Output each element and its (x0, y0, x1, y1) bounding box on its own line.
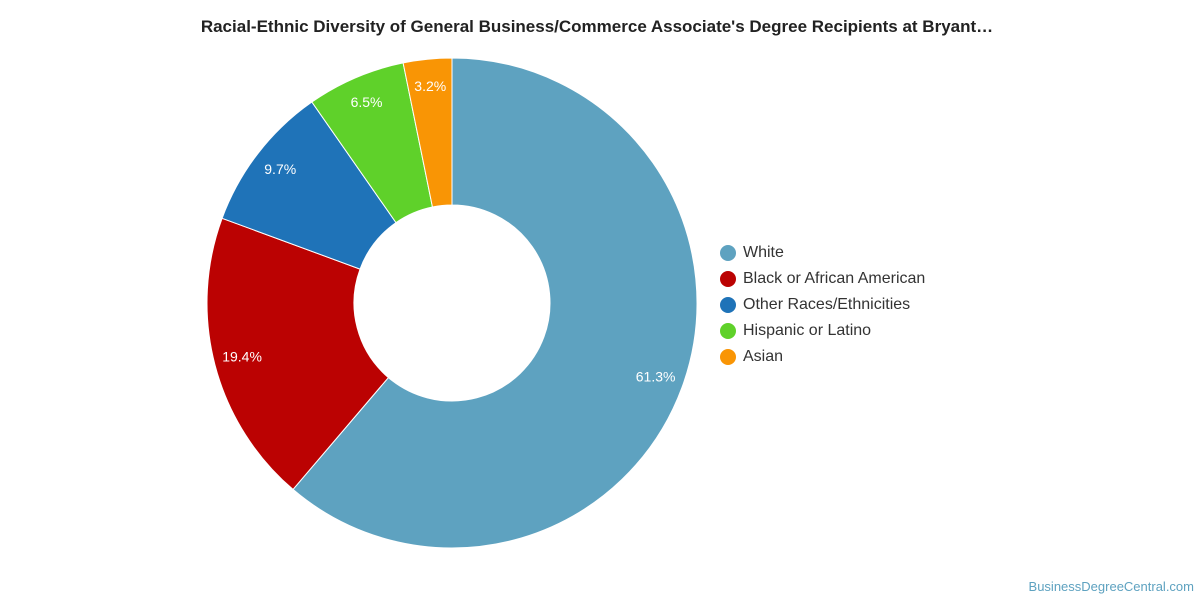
slice-label-asian: 3.2% (414, 78, 446, 94)
chart-legend: White Black or African American Other Race… (720, 240, 925, 370)
slice-asian[interactable] (402, 57, 453, 208)
slice-white[interactable] (292, 57, 698, 549)
legend-swatch (720, 297, 736, 313)
slice-label-white: 61.3% (636, 369, 676, 385)
slice-label-other-races-ethnicities: 9.7% (264, 161, 296, 177)
legend-item-white[interactable]: White (720, 240, 925, 266)
slice-label-black-or-african-american: 19.4% (222, 349, 262, 365)
slice-black-or-african-american[interactable] (206, 217, 390, 491)
legend-label: Hispanic or Latino (743, 322, 872, 339)
legend-label: White (743, 244, 784, 261)
legend-swatch (720, 323, 736, 339)
slice-label-hispanic-or-latino: 6.5% (351, 94, 383, 110)
legend-item-hispanic-or-latino[interactable]: Hispanic or Latino (720, 318, 925, 344)
chart-title: Racial-Ethnic Diversity of General Busin… (200, 17, 994, 36)
source-credit-link[interactable]: BusinessDegreeCentral.com (1028, 579, 1194, 594)
legend-swatch (720, 349, 736, 365)
legend-swatch (720, 245, 736, 261)
legend-swatch (720, 271, 736, 287)
legend-label: Other Races/Ethnicities (743, 296, 911, 313)
legend-label: Asian (743, 348, 784, 365)
legend-label: Black or African American (743, 270, 926, 287)
legend-item-asian[interactable]: Asian (720, 344, 925, 370)
legend-item-black-or-african-american[interactable]: Black or African American (720, 266, 925, 292)
legend-item-other-races-ethnicities[interactable]: Other Races/Ethnicities (720, 292, 925, 318)
